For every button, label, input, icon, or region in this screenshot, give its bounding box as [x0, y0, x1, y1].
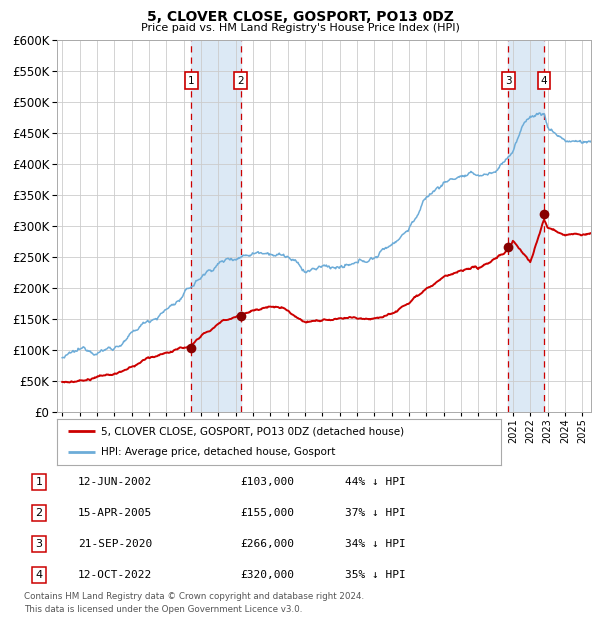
Text: 4: 4	[541, 76, 547, 86]
Text: 5, CLOVER CLOSE, GOSPORT, PO13 0DZ: 5, CLOVER CLOSE, GOSPORT, PO13 0DZ	[146, 10, 454, 24]
Text: £155,000: £155,000	[240, 508, 294, 518]
Text: 37% ↓ HPI: 37% ↓ HPI	[345, 508, 406, 518]
Text: 34% ↓ HPI: 34% ↓ HPI	[345, 539, 406, 549]
Text: 4: 4	[35, 570, 43, 580]
Text: 35% ↓ HPI: 35% ↓ HPI	[345, 570, 406, 580]
Text: 44% ↓ HPI: 44% ↓ HPI	[345, 477, 406, 487]
Text: 12-JUN-2002: 12-JUN-2002	[78, 477, 152, 487]
Text: 5, CLOVER CLOSE, GOSPORT, PO13 0DZ (detached house): 5, CLOVER CLOSE, GOSPORT, PO13 0DZ (deta…	[101, 426, 404, 436]
Text: £266,000: £266,000	[240, 539, 294, 549]
Text: 12-OCT-2022: 12-OCT-2022	[78, 570, 152, 580]
Text: £320,000: £320,000	[240, 570, 294, 580]
Text: 1: 1	[188, 76, 194, 86]
Text: 15-APR-2005: 15-APR-2005	[78, 508, 152, 518]
Text: This data is licensed under the Open Government Licence v3.0.: This data is licensed under the Open Gov…	[24, 604, 302, 614]
Text: Price paid vs. HM Land Registry's House Price Index (HPI): Price paid vs. HM Land Registry's House …	[140, 23, 460, 33]
Text: 2: 2	[35, 508, 43, 518]
Text: 2: 2	[237, 76, 244, 86]
Text: 3: 3	[35, 539, 43, 549]
Text: Contains HM Land Registry data © Crown copyright and database right 2024.: Contains HM Land Registry data © Crown c…	[24, 592, 364, 601]
Text: £103,000: £103,000	[240, 477, 294, 487]
Text: 21-SEP-2020: 21-SEP-2020	[78, 539, 152, 549]
Bar	[191, 40, 241, 412]
Bar	[508, 40, 544, 412]
Text: HPI: Average price, detached house, Gosport: HPI: Average price, detached house, Gosp…	[101, 448, 336, 458]
Text: 1: 1	[35, 477, 43, 487]
Text: 3: 3	[505, 76, 511, 86]
